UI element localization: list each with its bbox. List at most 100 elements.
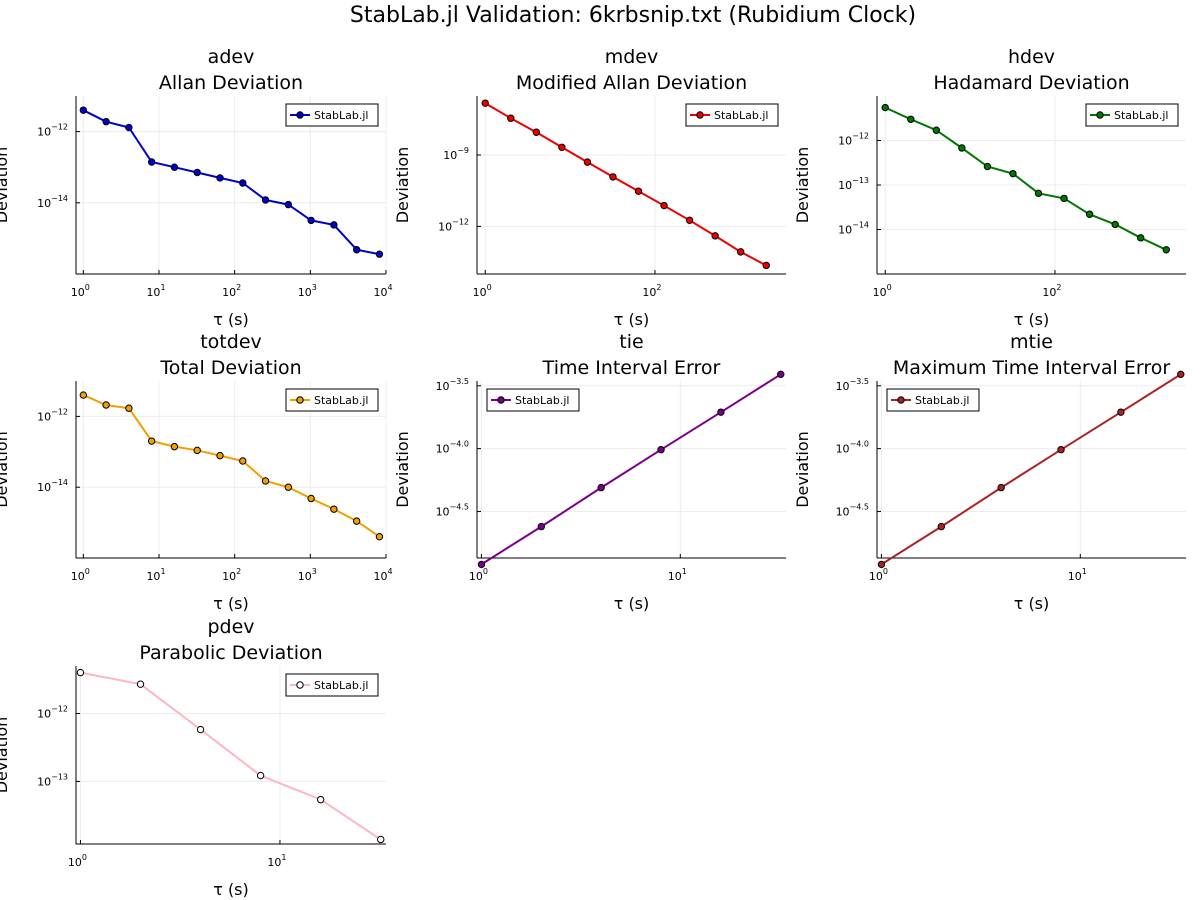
y-axis-label: Deviation xyxy=(0,431,11,508)
data-point xyxy=(777,370,785,379)
panel-subtitle: Total Deviation xyxy=(159,357,301,379)
x-tick-label: 100 xyxy=(873,283,892,299)
data-point xyxy=(762,261,770,270)
panel-subtitle: Time Interval Error xyxy=(542,357,721,379)
data-point xyxy=(102,117,110,126)
legend-box xyxy=(285,103,379,127)
data-point xyxy=(609,173,617,181)
panel-mtie: 100 101 10−3.5 10−4.0 10−4.5 mtie Maximum Time… xyxy=(793,331,1186,613)
x-tick-label: 100 xyxy=(473,283,492,299)
data-point xyxy=(537,522,545,531)
x-tick-label: 102 xyxy=(1042,283,1061,299)
panel-title: totdev xyxy=(200,331,262,353)
legend-box xyxy=(285,673,379,697)
data-point xyxy=(877,560,886,569)
legend-swatch-marker xyxy=(1096,111,1104,119)
data-point xyxy=(657,446,665,454)
x-tick-label: 100 xyxy=(71,283,90,299)
series-line xyxy=(80,671,382,841)
data-point xyxy=(136,680,145,688)
x-tick-label: 101 xyxy=(267,853,286,869)
y-tick-label: 10−12 xyxy=(37,407,68,423)
data-point xyxy=(737,248,745,256)
legend-box xyxy=(1085,103,1179,127)
series-line xyxy=(484,102,767,267)
data-point xyxy=(881,103,889,112)
x-axis-label: τ (s) xyxy=(1014,310,1050,329)
data-point xyxy=(377,835,385,844)
panel-hdev: 100 102 10−12 10−13 10−14 hdev Hadamard Deviat… xyxy=(793,46,1186,329)
series-line xyxy=(880,373,1182,566)
series-line xyxy=(884,106,1167,251)
y-axis-label: Deviation xyxy=(0,717,11,794)
data-point xyxy=(102,401,110,409)
data-point xyxy=(330,505,338,513)
x-axis-label: τ (s) xyxy=(1014,594,1050,613)
data-point xyxy=(907,115,915,123)
panel-tie: 100 101 10−3.5 10−4.0 10−4.5 tie Time Interval… xyxy=(393,331,786,613)
data-point xyxy=(532,128,541,136)
panel-mdev: 100 102 10−9 10−12 mdev Modified Allan Deviat… xyxy=(393,46,786,329)
y-tick-label: 10−13 xyxy=(37,772,68,788)
x-tick-label: 103 xyxy=(298,567,317,583)
legend-swatch-marker xyxy=(497,396,505,404)
y-tick-label: 10−12 xyxy=(37,704,68,720)
series-line xyxy=(82,109,380,256)
x-tick-label: 102 xyxy=(222,567,241,583)
legend-swatch-marker xyxy=(296,681,304,689)
panel-subtitle: Hadamard Deviation xyxy=(933,72,1129,94)
panel-title: pdev xyxy=(207,616,254,638)
data-point xyxy=(685,216,694,225)
data-point xyxy=(352,246,361,254)
data-point xyxy=(125,404,133,412)
y-tick-label: 10−4.5 xyxy=(836,503,869,519)
y-tick-label: 10−4.5 xyxy=(436,503,469,519)
legend-swatch-marker xyxy=(897,396,905,404)
data-point xyxy=(375,532,384,541)
legend-label: StabLab.jl xyxy=(314,394,368,407)
data-point xyxy=(1177,370,1185,379)
y-tick-label: 10−4.0 xyxy=(436,440,469,456)
data-point xyxy=(1009,169,1017,178)
data-point xyxy=(256,771,265,780)
data-point xyxy=(216,174,224,182)
y-tick-label: 10−12 xyxy=(838,132,869,148)
y-axis-label: Deviation xyxy=(793,431,812,508)
data-point xyxy=(216,451,224,460)
x-axis-label: τ (s) xyxy=(213,310,249,329)
y-tick-label: 10−3.5 xyxy=(436,377,469,393)
data-point xyxy=(983,162,992,171)
panel-adev: 100 101 102 103 104 10−12 10−14 adev Allan Devia… xyxy=(0,46,393,329)
legend-box xyxy=(285,388,379,412)
x-tick-label: 100 xyxy=(869,567,888,583)
x-axis-label: τ (s) xyxy=(614,310,650,329)
legend-swatch-marker xyxy=(696,111,704,119)
data-point xyxy=(1137,234,1145,242)
data-point xyxy=(352,517,361,525)
x-tick-label: 100 xyxy=(68,853,87,869)
legend-label: StabLab.jl xyxy=(314,679,368,692)
y-tick-label: 10−13 xyxy=(838,176,869,192)
data-point xyxy=(375,250,384,258)
x-tick-label: 104 xyxy=(373,283,392,299)
legend-swatch-marker xyxy=(296,111,304,119)
data-point xyxy=(170,442,179,451)
data-point xyxy=(239,179,247,187)
legend-label: StabLab.jl xyxy=(915,394,969,407)
data-point xyxy=(125,123,133,132)
legend-swatch-marker xyxy=(296,396,304,404)
x-tick-label: 101 xyxy=(146,283,165,299)
legend-label: StabLab.jl xyxy=(314,109,368,122)
data-point xyxy=(284,483,293,491)
legend-label: StabLab.jl xyxy=(714,109,768,122)
data-point xyxy=(1117,408,1125,416)
series-line xyxy=(480,373,782,566)
data-point xyxy=(79,106,88,114)
figure-title: StabLab.jl Validation: 6krbsnip.txt (Rub… xyxy=(350,3,916,28)
data-point xyxy=(79,391,88,399)
data-point xyxy=(261,477,270,485)
x-tick-label: 101 xyxy=(668,567,687,583)
panel-subtitle: Parabolic Deviation xyxy=(139,642,322,664)
data-point xyxy=(307,494,315,503)
